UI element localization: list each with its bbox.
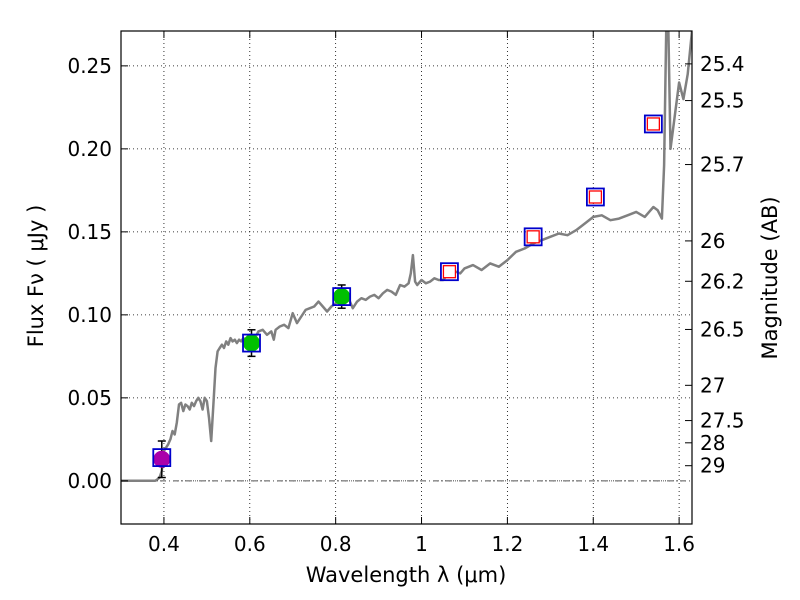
mag-tick-label: 25.4 (700, 52, 745, 76)
plot-frame (120, 30, 693, 525)
model-photometry-point (523, 227, 543, 247)
mag-tick-label: 28 (700, 431, 725, 455)
x-tick-label: 1 (415, 532, 428, 556)
mag-tick-label: 26.5 (700, 317, 745, 341)
y-tick-label: 0.10 (67, 303, 112, 327)
x-tick-label: 0.4 (148, 532, 180, 556)
model-photometry-point (643, 114, 663, 134)
mag-tick-label: 26.2 (700, 269, 745, 293)
x-tick-label: 1.6 (663, 532, 695, 556)
grid (121, 31, 692, 524)
x-tick-label: 1.2 (491, 532, 523, 556)
detection-point (153, 450, 171, 468)
mag-tick-label: 25.5 (700, 89, 745, 113)
model-photometry-point (242, 333, 261, 353)
y-tick-label: 0.00 (67, 469, 112, 493)
y2-axis-label: Magnitude (AB) (758, 196, 782, 359)
spectrum-layer (121, 31, 692, 483)
upper-limit-point (646, 117, 661, 131)
y-tick-label: 0.05 (67, 386, 112, 410)
x-tick-label: 1.4 (577, 532, 609, 556)
model-photometry-point (586, 187, 605, 207)
detection-point (243, 334, 261, 352)
y-tick-label: 0.15 (67, 220, 112, 244)
mag-tick-label: 26 (700, 229, 725, 253)
model-photometry-point (332, 287, 352, 306)
detection-point (333, 288, 351, 306)
x-axis-label: Wavelength λ (μm) (306, 563, 507, 587)
mag-tick-label: 27 (700, 373, 725, 397)
model-photometry-point (440, 262, 459, 282)
x-tick-label: 0.8 (320, 532, 352, 556)
mag-tick-label: 27.5 (700, 409, 745, 433)
y-tick-label: 0.25 (67, 54, 112, 78)
upper-limit-point (588, 190, 603, 204)
upper-limit-point (526, 230, 540, 244)
y-tick-label: 0.20 (67, 137, 112, 161)
upper-limit-point (442, 265, 457, 279)
x-tick-label: 0.6 (234, 532, 266, 556)
mag-tick-label: 29 (700, 454, 725, 478)
model-spectrum-line (121, 31, 692, 483)
mag-tick-label: 25.7 (700, 153, 745, 177)
marker-layer (152, 114, 663, 479)
y-axis-label: Flux Fν ( μJy ) (24, 205, 48, 348)
model-photometry-point (152, 448, 172, 468)
tick-layer: 0.4 0.6 0.8 1 1.2 1.4 1.6 0.00 0.05 0.10 0.15 0.20 0… (67, 31, 745, 556)
